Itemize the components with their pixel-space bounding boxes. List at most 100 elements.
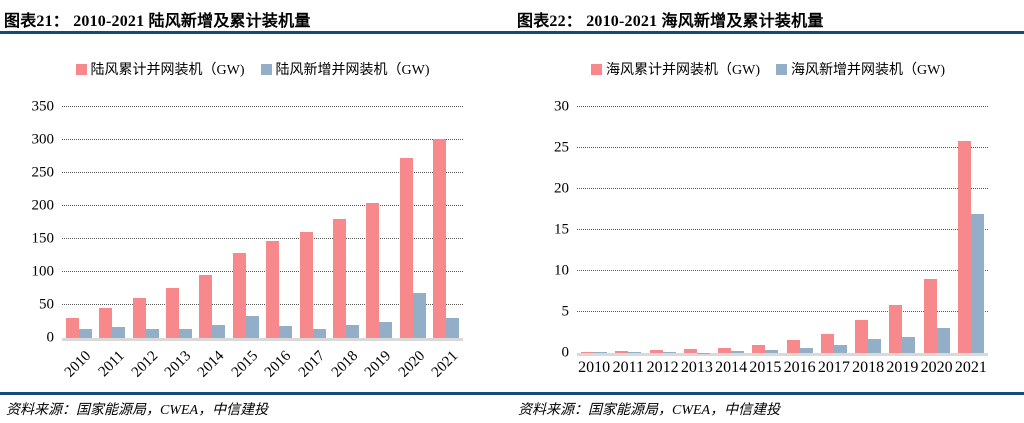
bar-new-2010	[78, 328, 92, 338]
x-tick-label-2020: 2020	[395, 348, 429, 381]
gridline	[62, 271, 463, 272]
bar-group-2017	[820, 107, 847, 353]
bar-group-2021	[957, 107, 984, 353]
bar-group-2018	[855, 107, 882, 353]
x-tick-label-2017: 2017	[817, 359, 850, 376]
gridline	[577, 106, 988, 107]
bar-cumulative-2010	[581, 351, 595, 353]
legend-swatch-cumulative-icon	[75, 63, 87, 75]
y-tick-label: 100	[31, 263, 55, 280]
bar-cumulative-2017	[820, 334, 834, 353]
bar-cumulative-2011	[615, 350, 629, 353]
x-axis: 2010 2011 2012 2013 2014 2015 2016 2017 2018 2019…	[577, 353, 988, 379]
bar-cumulative-2019	[889, 304, 903, 353]
gridline	[62, 172, 463, 173]
bar-group-2020	[399, 107, 426, 338]
y-tick-label: 50	[39, 296, 54, 313]
bar-cumulative-2015	[232, 252, 246, 338]
bar-cumulative-2020	[399, 158, 413, 338]
x-tick-label-2021: 2021	[429, 348, 462, 381]
bar-cumulative-2018	[855, 320, 869, 353]
bar-new-2015	[245, 316, 259, 338]
bar-group-2013	[165, 107, 192, 338]
bar-group-2017	[299, 107, 326, 338]
y-tick-label: 200	[31, 197, 55, 214]
x-tick-label-2013: 2013	[680, 359, 713, 376]
x-tick-label-2014: 2014	[195, 348, 228, 381]
bar-new-2019	[379, 322, 393, 338]
bar-new-2016	[279, 326, 293, 338]
y-tick-label: 15	[554, 221, 569, 238]
y-tick-label: 300	[31, 131, 55, 148]
bar-cumulative-2016	[786, 339, 800, 353]
footer-rule	[0, 392, 1024, 395]
x-tick-label-2012: 2012	[128, 348, 161, 381]
bar-cumulative-2011	[99, 307, 113, 338]
gridline	[577, 270, 988, 271]
figure-title: 图表21： 2010-2021 陆风新增及累计装机量	[4, 13, 311, 30]
x-axis: 2010 2011 2012 2013 2014 2015 2016 2017 2018 2019…	[62, 338, 463, 392]
bar-group-2013	[683, 107, 710, 353]
bar-new-2019	[902, 336, 916, 353]
y-tick-label: 25	[554, 139, 569, 156]
bar-new-2017	[312, 328, 326, 338]
x-tick-label-2015: 2015	[749, 359, 782, 376]
legend-label-new: 陆风新增并网装机（GW)	[275, 63, 430, 78]
bar-new-2018	[868, 339, 882, 353]
legend-swatch-cumulative-icon	[591, 63, 602, 75]
bar-group-2014	[718, 107, 745, 353]
gridline	[577, 229, 988, 230]
bar-group-2011	[99, 107, 126, 338]
figure-panel-onshore: 图表21： 2010-2021 陆风新增及累计装机量 陆风累计并网装机（GW) …	[0, 0, 505, 423]
plot-area	[62, 106, 463, 341]
gridline	[62, 304, 463, 305]
legend-item-cumulative: 陆风累计并网装机（GW)	[75, 59, 245, 79]
plot-area	[577, 106, 988, 356]
x-tick-label-2018: 2018	[852, 359, 885, 376]
gridline	[577, 147, 988, 148]
bar-group-2012	[132, 107, 159, 338]
gridline	[577, 188, 988, 189]
x-tick-label-2019: 2019	[362, 348, 395, 381]
bar-cumulative-2021	[957, 141, 971, 353]
figure-title: 图表22： 2010-2021 海风新增及累计装机量	[517, 13, 824, 30]
bar-cumulative-2019	[366, 203, 380, 338]
gridline	[62, 238, 463, 239]
y-tick-label: 150	[31, 230, 55, 247]
source-note: 资料来源：国家能源局，CWEA，中信建投	[6, 403, 269, 418]
bar-cumulative-2013	[683, 349, 697, 353]
bar-cumulative-2016	[266, 240, 280, 338]
bar-cumulative-2015	[752, 344, 766, 353]
bar-cumulative-2017	[299, 231, 313, 338]
chart-legend: 陆风累计并网装机（GW) 陆风新增并网装机（GW)	[0, 59, 505, 79]
y-tick-label: 30	[554, 98, 569, 115]
bar-new-2015	[765, 350, 779, 353]
bar-new-2011	[112, 327, 126, 338]
bar-group-2014	[199, 107, 226, 338]
bar-cumulative-2020	[923, 279, 937, 353]
legend-swatch-new-icon	[260, 63, 272, 75]
gridline	[62, 106, 463, 107]
legend-label-new: 海风新增并网装机（GW)	[791, 63, 945, 78]
bar-cumulative-2018	[333, 219, 347, 338]
y-tick-label: 0	[46, 329, 55, 346]
y-tick-label: 0	[561, 344, 570, 361]
bar-new-2013	[178, 328, 192, 338]
bar-group-2016	[266, 107, 293, 338]
bar-new-2014	[212, 324, 226, 338]
bar-new-2012	[145, 328, 159, 338]
x-tick-label-2014: 2014	[715, 359, 748, 376]
y-axis: 0 5 10 15 20 25 30	[524, 99, 569, 360]
bar-new-2021	[446, 318, 460, 338]
bar-group-2019	[889, 107, 916, 353]
legend-item-new: 海风新增并网装机（GW)	[776, 59, 945, 79]
y-axis: 0 50 100 150 200 250 300 350	[6, 99, 55, 345]
bar-group-2012	[649, 107, 676, 353]
x-tick-label-2017: 2017	[295, 348, 328, 381]
bar-group-2015	[752, 107, 779, 353]
gridline	[62, 139, 463, 140]
gridline	[62, 205, 463, 206]
legend-item-cumulative: 海风累计并网装机（GW)	[591, 59, 760, 79]
bar-group-2019	[366, 107, 393, 338]
